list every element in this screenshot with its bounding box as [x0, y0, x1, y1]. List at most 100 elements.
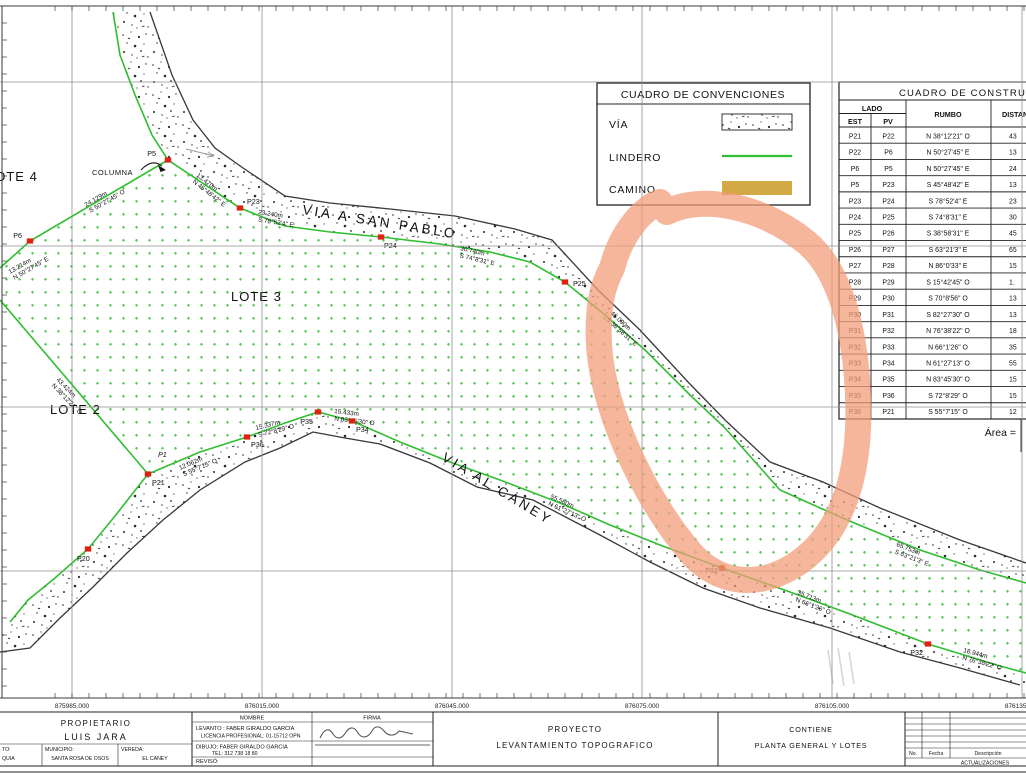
survey-point-label: P24 — [384, 241, 397, 250]
survey-point-label: P1 — [158, 450, 167, 459]
cell-pv: P5 — [884, 166, 893, 173]
cell-pv: P21 — [882, 409, 894, 416]
table-title: CUADRO DE CONSTRUCCION — [899, 88, 1026, 99]
cell-rumbo: N 61°27'13" O — [926, 359, 970, 367]
dimension-length: 23.240m — [258, 209, 284, 220]
vereda-label: VEREDA: — [121, 747, 144, 753]
slope-arrow-icon — [185, 148, 215, 158]
cell-rumbo: N 50°27'45" E — [927, 149, 970, 157]
grid-coordinate-label: 876135.000 — [1005, 703, 1026, 710]
grid-coordinate-label: 876075.000 — [625, 703, 660, 710]
survey-point-label: P36 — [251, 440, 264, 449]
owner-name: LUIS JARA — [64, 732, 128, 742]
cell-distancia: 13 — [1009, 150, 1017, 157]
via-swatch-icon — [721, 113, 793, 131]
survey-point-marker — [561, 279, 569, 285]
lote2-label: LOTE 2 — [50, 402, 101, 417]
legend-box: CUADRO DE CONVENCIONES VÍA LINDERO CAMIN… — [596, 82, 811, 206]
departamento-label: TO: — [2, 747, 11, 753]
municipio-label: MUNICIPIO: — [45, 747, 74, 753]
cell-rumbo: S 78°52'4" E — [929, 197, 968, 205]
grid-coordinate-label: 876045.000 — [435, 703, 470, 710]
cell-pv: P26 — [882, 231, 894, 238]
vereda-value: EL CANEY — [142, 756, 168, 762]
cell-est: P22 — [849, 150, 861, 157]
columna-leader-line — [140, 162, 163, 171]
legend-item-via: VÍA — [609, 118, 628, 131]
cell-est: P5 — [851, 182, 860, 189]
table-border — [838, 81, 1026, 420]
dibujo-text: DIBUJO: FABER GIRALDO GARCIA — [196, 745, 288, 751]
survey-point-label: P5 — [147, 149, 156, 158]
cell-distancia: 35 — [1009, 344, 1017, 351]
grid-coordinate-label: 876015.000 — [245, 703, 280, 710]
cell-rumbo: N 76°38'22" O — [926, 327, 970, 335]
cell-distancia: 43 — [1009, 133, 1017, 140]
survey-point-label: P21 — [152, 478, 165, 487]
survey-point-label: P23 — [247, 197, 260, 206]
firma-header: FIRMA — [363, 716, 381, 722]
cell-rumbo: S 55°7'15" O — [928, 408, 968, 416]
legend-item-lindero: LINDERO — [609, 152, 661, 164]
cell-distancia: 13 — [1009, 312, 1017, 319]
cell-pv: P33 — [882, 344, 894, 351]
survey-point-marker — [314, 409, 322, 415]
cell-est: P23 — [849, 198, 861, 205]
cell-pv: P32 — [882, 328, 894, 335]
survey-point-marker — [26, 238, 34, 244]
cell-rumbo: S 38°58'31" E — [927, 230, 970, 238]
cell-distancia: 24 — [1009, 166, 1017, 173]
survey-point-marker — [84, 546, 92, 552]
cell-pv: P35 — [882, 377, 894, 384]
cell-pv: P25 — [882, 215, 894, 222]
cell-distancia: 13 — [1009, 182, 1017, 189]
lindero-north — [112, 11, 1026, 584]
table-header-distancia: DISTANCIA — [1002, 110, 1026, 119]
highlighter-annotation — [585, 189, 872, 593]
cell-rumbo: N 86°0'33" E — [928, 262, 967, 270]
cell-est: P6 — [851, 166, 860, 173]
cell-est: P24 — [849, 215, 861, 222]
updates-fecha-label: Fecha — [929, 751, 944, 757]
columna-label: COLUMNA — [92, 168, 133, 177]
departamento-value: QUIA — [2, 756, 15, 762]
table-header-est: EST — [848, 117, 863, 126]
legend-item-camino: CAMINO — [609, 184, 656, 196]
municipio-value: SANTA ROSA DE OSOS — [51, 756, 109, 762]
survey-point-marker — [164, 157, 172, 163]
cell-pv: P24 — [882, 198, 894, 205]
road-san-pablo-north-edge — [149, 11, 1026, 564]
licencia-text: LICENCIA PROFESIONAL: 01-15712 OPN — [201, 734, 301, 740]
cell-pv: P6 — [884, 150, 893, 157]
construction-table: CUADRO DE CONSTRUCCION LADO EST PV RUMBO… — [838, 81, 1026, 452]
nombre-header: NOMBRE — [240, 716, 265, 722]
cell-pv: P22 — [882, 133, 894, 140]
cell-pv: P29 — [882, 279, 894, 286]
reviso-label: REVISÓ: — [196, 758, 219, 765]
cell-distancia: 55 — [1009, 360, 1017, 367]
survey-point-label: P20 — [77, 554, 90, 563]
levanto-text: LEVANTO : FABER GIRALDO GARCIA — [196, 726, 295, 732]
cell-rumbo: N 50°27'45" E — [927, 165, 970, 173]
lote4-label: LOTE 4 — [0, 169, 38, 184]
lote3-polygon — [0, 160, 1026, 673]
cell-distancia: 30 — [1009, 215, 1017, 222]
survey-point-label: P25 — [573, 279, 586, 288]
survey-point-label: P34 — [356, 425, 369, 434]
cell-rumbo: S 72°8'29" O — [928, 392, 968, 400]
survey-point-marker — [377, 234, 385, 240]
signature — [319, 726, 414, 739]
updates-no-label: No. — [909, 751, 917, 757]
lindero-diagonal — [0, 299, 149, 475]
lote3-label: LOTE 3 — [231, 289, 282, 304]
coordinate-grid: 875985.000 876015.000 876045.000 876075.000… — [0, 5, 1026, 710]
cell-rumbo: S 45°48'42" E — [927, 181, 970, 189]
cell-pv: P28 — [882, 263, 894, 270]
cell-est: P21 — [849, 133, 861, 140]
cell-rumbo: S 63°21'3" E — [929, 246, 968, 254]
survey-point-label: P32 — [910, 648, 923, 657]
cell-distancia: 15 — [1009, 263, 1017, 270]
cell-rumbo: N 83°45'30" O — [926, 376, 970, 384]
cell-distancia: 12 — [1009, 409, 1017, 416]
cell-rumbo: S 70°8'56" O — [928, 295, 968, 303]
